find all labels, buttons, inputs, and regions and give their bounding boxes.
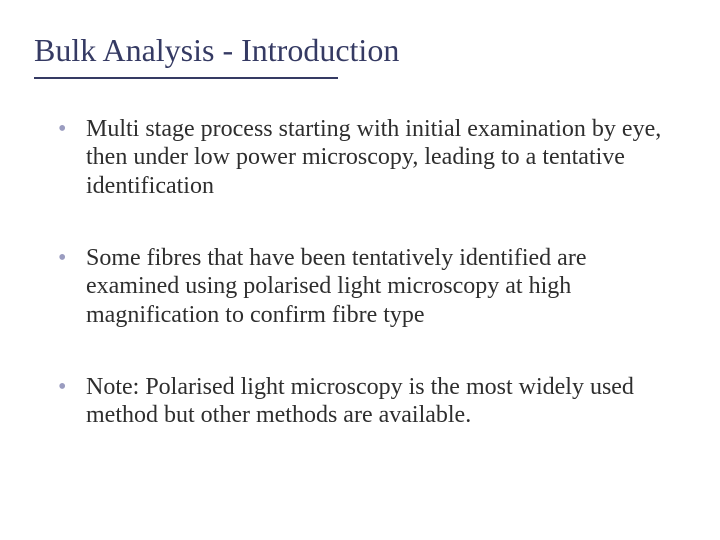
bullet-list: Multi stage process starting with initia… xyxy=(40,115,680,430)
slide-title: Bulk Analysis - Introduction xyxy=(34,32,680,69)
title-underline xyxy=(34,77,338,79)
slide: Bulk Analysis - Introduction Multi stage… xyxy=(0,0,720,540)
bullet-item: Multi stage process starting with initia… xyxy=(58,115,680,200)
bullet-item: Note: Polarised light microscopy is the … xyxy=(58,373,680,430)
bullet-item: Some fibres that have been tentatively i… xyxy=(58,244,680,329)
